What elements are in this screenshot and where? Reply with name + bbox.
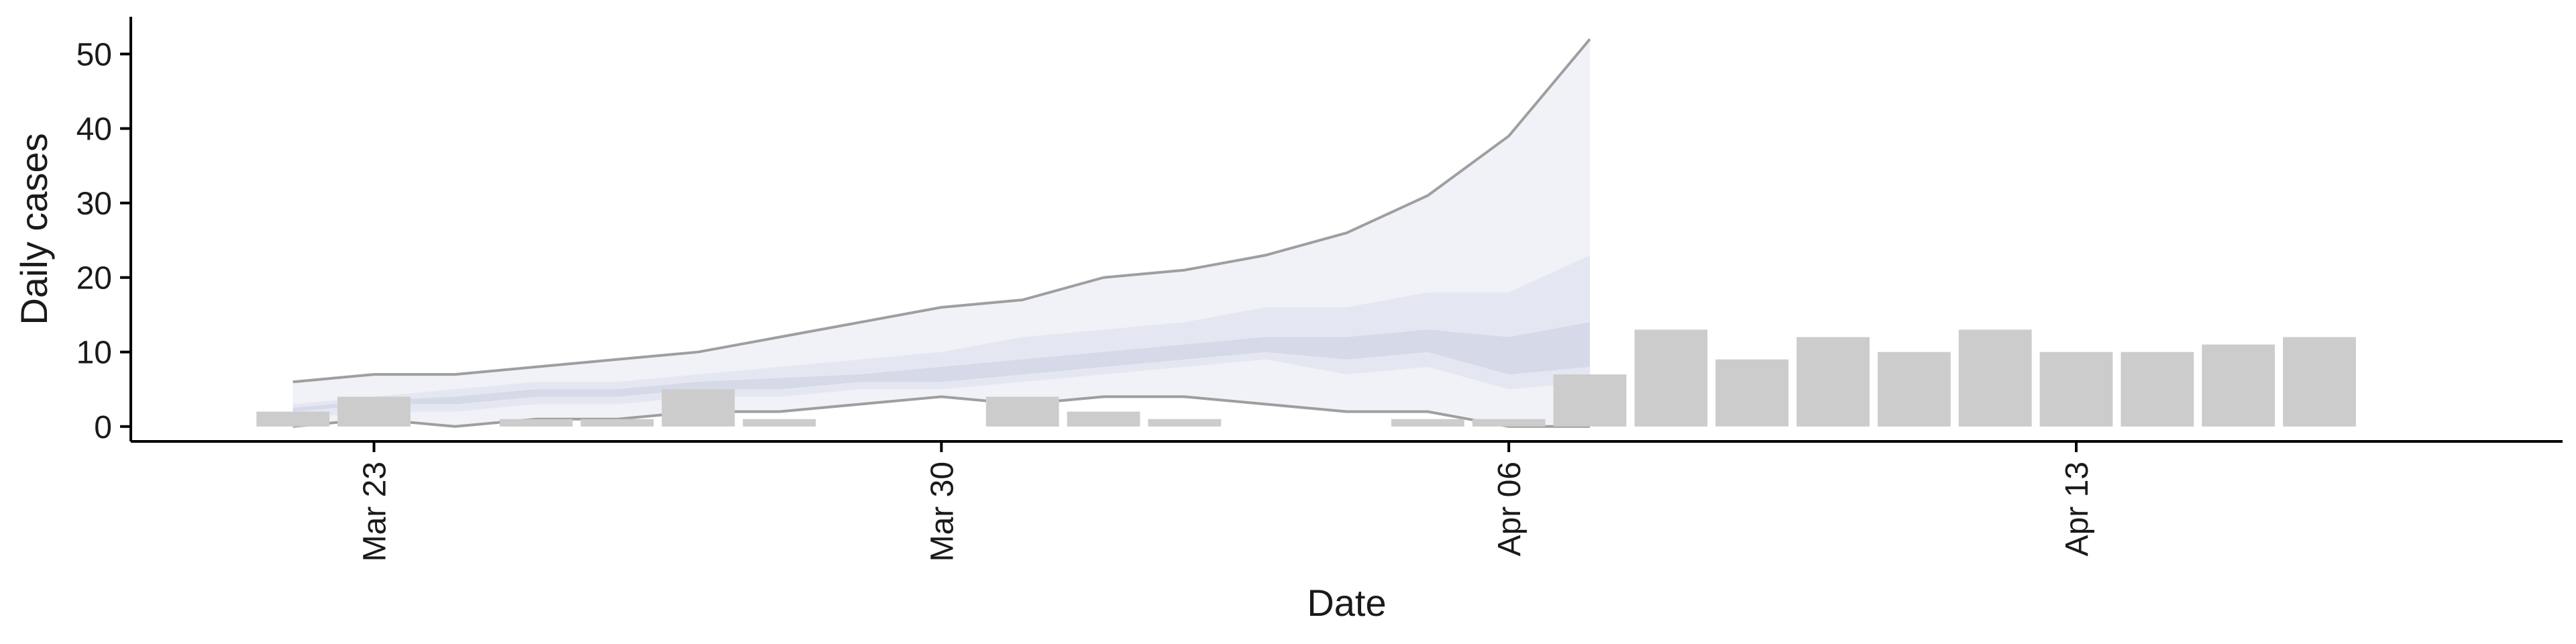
bar [2039, 352, 2113, 427]
ribbon-upper-line [292, 38, 1591, 384]
bar [580, 419, 654, 427]
bars-layer [256, 329, 2356, 427]
x-tick-label: Mar 23 [358, 462, 393, 561]
bar [499, 419, 573, 427]
bar [1148, 419, 1222, 427]
bar [1878, 352, 1951, 427]
bar [1796, 337, 1870, 427]
bar [1391, 419, 1464, 427]
ribbon-inner-band [292, 322, 1591, 412]
bar [1634, 329, 1708, 427]
bar [2283, 337, 2356, 427]
x-tick-label: Mar 30 [924, 462, 960, 561]
bar [2121, 352, 2194, 427]
bar [743, 419, 816, 427]
bar [661, 389, 735, 427]
y-tick-label: 40 [76, 112, 112, 148]
x-ticks: Mar 23 Mar 30 Apr 06 Apr 13 [358, 441, 2095, 561]
bar [985, 396, 1059, 427]
x-axis-title: Date [1307, 582, 1386, 624]
bar [1553, 374, 1627, 427]
bar [2202, 344, 2275, 427]
bar [1958, 329, 2032, 427]
y-ticks: 0 10 20 30 40 50 [76, 38, 131, 445]
axes [129, 17, 2563, 443]
x-tick-label: Apr 13 [2059, 462, 2095, 556]
y-tick-label: 20 [76, 261, 112, 297]
bar [1715, 359, 1789, 427]
ribbon-layer [292, 38, 1591, 428]
y-tick-label: 30 [76, 186, 112, 222]
y-axis-title: Daily cases [13, 133, 55, 325]
bar [1067, 411, 1140, 427]
y-tick-label: 10 [76, 335, 112, 371]
bar [337, 396, 411, 427]
x-tick-label: Apr 06 [1492, 462, 1527, 556]
bar [256, 411, 330, 427]
bar [1472, 419, 1546, 427]
y-tick-label: 50 [76, 38, 112, 73]
y-tick-label: 0 [94, 410, 112, 445]
